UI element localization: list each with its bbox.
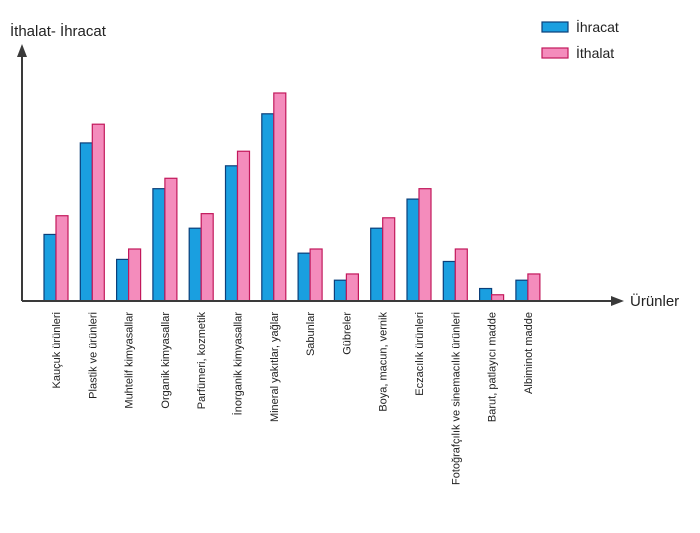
x-tick-label-10: Boya, macun, vernik [378,312,390,412]
bar-i-thalat-11 [418,188,432,302]
bar-i-hracat-3 [115,258,130,302]
bar-i-hracat-5 [188,227,202,302]
bar-i-thalat-8 [309,248,323,302]
y-axis-title: İthalat- İhracat [10,22,107,40]
x-tick-label-9: Gübreler [341,312,353,355]
bar-i-hracat-6 [224,165,239,302]
x-tick-label-11: Eczacılık ürünleri [414,312,426,396]
x-axis-title: Ürünler [630,292,679,310]
legend-label-ihracat: İhracat [576,18,619,35]
legend-label-ithalat: İthalat [576,44,614,61]
bar-i-thalat-5 [200,213,214,302]
bar-i-thalat-2 [91,123,105,302]
x-tick-label-12: Fotoğrafçılık ve sinemacılık ürünleri [450,312,462,485]
bar-i-thalat-1 [55,215,69,302]
bar-i-thalat-10 [382,217,396,302]
x-tick-label-7: Mineral yakıtlar, yağlar [269,312,281,422]
x-tick-label-6: İnorganik kimyasallar [232,312,245,416]
bar-i-thalat-4 [164,177,178,302]
bar-i-hracat-8 [297,252,311,302]
bars-layer [43,92,541,302]
x-axis-arrowhead [611,296,624,306]
bar-i-thalat-3 [128,248,142,302]
x-tick-label-4: Organik kimyasallar [160,312,172,409]
legend-swatch-ithalat [541,47,569,59]
legend-swatch-ihracat [541,21,569,33]
bar-i-hracat-11 [406,198,420,302]
x-tick-labels: Kauçuk ürünleri Plastik ve ürünleri Muhtel… [51,312,535,486]
bar-i-thalat-14 [527,273,541,302]
x-tick-label-8: Sabunlar [305,312,317,356]
bar-i-thalat-12 [454,248,468,302]
x-tick-label-5: Parfümeri, kozmetik [196,312,208,410]
bar-i-hracat-13 [479,287,493,302]
bar-i-hracat-9 [333,279,347,302]
bar-i-thalat-9 [345,273,359,302]
x-tick-label-14: Albiminot madde [523,312,535,394]
bar-i-hracat-4 [152,188,166,302]
bar-i-hracat-2 [79,142,93,302]
x-tick-label-13: Barut, patlayıcı madde [487,312,499,422]
bar-i-hracat-10 [370,227,384,302]
legend: İhracat İthalat [541,18,619,61]
bar-i-hracat-12 [442,260,456,302]
bar-i-hracat-1 [43,233,57,302]
bar-i-thalat-6 [236,150,251,302]
x-tick-label-1: Kauçuk ürünleri [51,312,63,388]
bar-i-thalat-7 [273,92,287,302]
bar-i-hracat-14 [515,279,529,302]
x-tick-label-3: Muhtelif kimyasallar [124,312,136,409]
bar-i-hracat-7 [261,113,275,302]
y-axis-arrowhead [17,44,27,57]
x-tick-label-2: Plastik ve ürünleri [87,312,99,399]
